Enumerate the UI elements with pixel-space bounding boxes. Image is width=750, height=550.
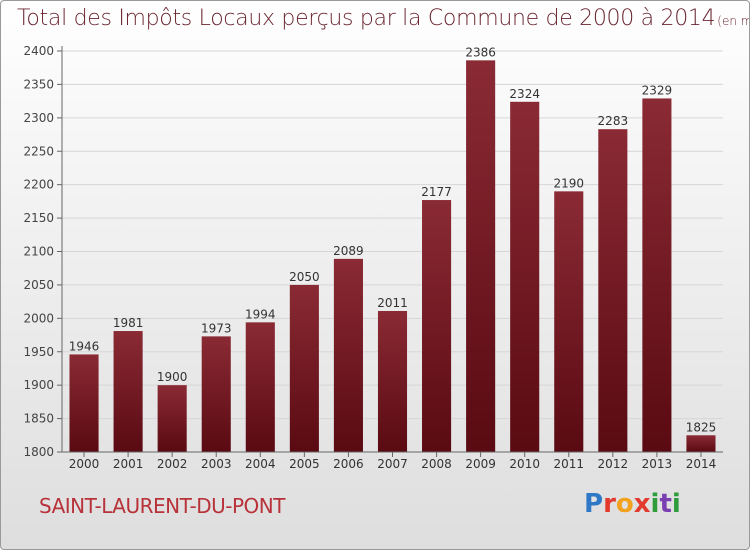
chart-title-main: Total des Impôts Locaux perçus par la Co… — [17, 6, 716, 31]
x-tick-label: 2011 — [553, 457, 584, 471]
bar — [201, 336, 231, 452]
x-tick-label: 2003 — [201, 457, 232, 471]
bar — [554, 191, 584, 452]
bar-value-label: 2011 — [377, 296, 408, 310]
x-tick-label: 2009 — [465, 457, 496, 471]
logo-letter: t — [659, 489, 672, 519]
x-tick-label: 2004 — [245, 457, 276, 471]
bar-value-label: 1900 — [157, 370, 188, 384]
y-tick-label: 1950 — [23, 345, 54, 359]
bar — [598, 129, 628, 452]
y-tick-label: 1800 — [23, 445, 54, 459]
x-tick-label: 2007 — [377, 457, 408, 471]
bar — [333, 258, 363, 452]
bar-value-label: 2324 — [509, 87, 540, 101]
y-tick-label: 2400 — [23, 44, 54, 58]
x-tick-label: 2012 — [598, 457, 629, 471]
logo-letter: i — [671, 489, 681, 519]
x-tick-label: 2014 — [686, 457, 717, 471]
bar — [422, 200, 452, 452]
bar — [157, 385, 187, 452]
y-tick-label: 2200 — [23, 178, 54, 192]
bar-value-label: 1825 — [686, 420, 717, 434]
logo-letter: x — [633, 489, 651, 519]
bar-value-label: 2283 — [598, 114, 629, 128]
y-tick-label: 2050 — [23, 278, 54, 292]
x-tick-label: 2013 — [642, 457, 673, 471]
bar — [642, 98, 672, 453]
bar — [466, 60, 496, 453]
y-tick-label: 2000 — [23, 311, 54, 325]
x-tick-label: 2002 — [157, 457, 188, 471]
proxiti-logo[interactable]: Proxiti — [584, 489, 681, 519]
bar-value-label: 1994 — [245, 307, 276, 321]
y-tick-label: 2300 — [23, 111, 54, 125]
bar-value-label: 2386 — [465, 45, 496, 59]
x-tick-label: 2010 — [509, 457, 540, 471]
chart-title: Total des Impôts Locaux perçus par la Co… — [17, 6, 749, 31]
bar — [377, 310, 408, 452]
y-tick-label: 2150 — [23, 211, 54, 225]
bar — [69, 354, 99, 452]
bar — [113, 331, 143, 452]
y-tick-label: 1850 — [23, 412, 54, 426]
bar-value-label: 2177 — [421, 185, 452, 199]
bar-value-label: 1973 — [201, 321, 232, 335]
bar — [686, 435, 716, 452]
y-tick-label: 2350 — [23, 77, 54, 91]
x-tick-label: 2000 — [69, 457, 100, 471]
logo-letter: i — [650, 489, 660, 519]
y-tick-label: 1900 — [23, 378, 54, 392]
y-tick-label: 2250 — [23, 144, 54, 158]
bar-value-label: 2190 — [553, 176, 584, 190]
bar-value-label: 2329 — [642, 83, 673, 97]
y-tick-label: 2100 — [23, 245, 54, 259]
logo-letter: r — [603, 489, 616, 519]
x-tick-label: 2005 — [289, 457, 320, 471]
bar — [245, 322, 275, 452]
chart-title-unit: (en milliers d'€) — [717, 14, 749, 28]
x-tick-label: 2006 — [333, 457, 364, 471]
logo-letter: o — [615, 489, 634, 519]
bar-value-label: 1946 — [69, 339, 100, 353]
x-tick-label: 2008 — [421, 457, 452, 471]
bar — [510, 101, 540, 452]
commune-name: SAINT-LAURENT-DU-PONT — [39, 494, 285, 518]
bar — [289, 284, 319, 452]
bar-value-label: 2089 — [333, 244, 364, 258]
bar-value-label: 1981 — [113, 316, 144, 330]
bar-value-label: 2050 — [289, 270, 320, 284]
x-tick-label: 2001 — [113, 457, 144, 471]
logo-letter: P — [584, 489, 604, 519]
